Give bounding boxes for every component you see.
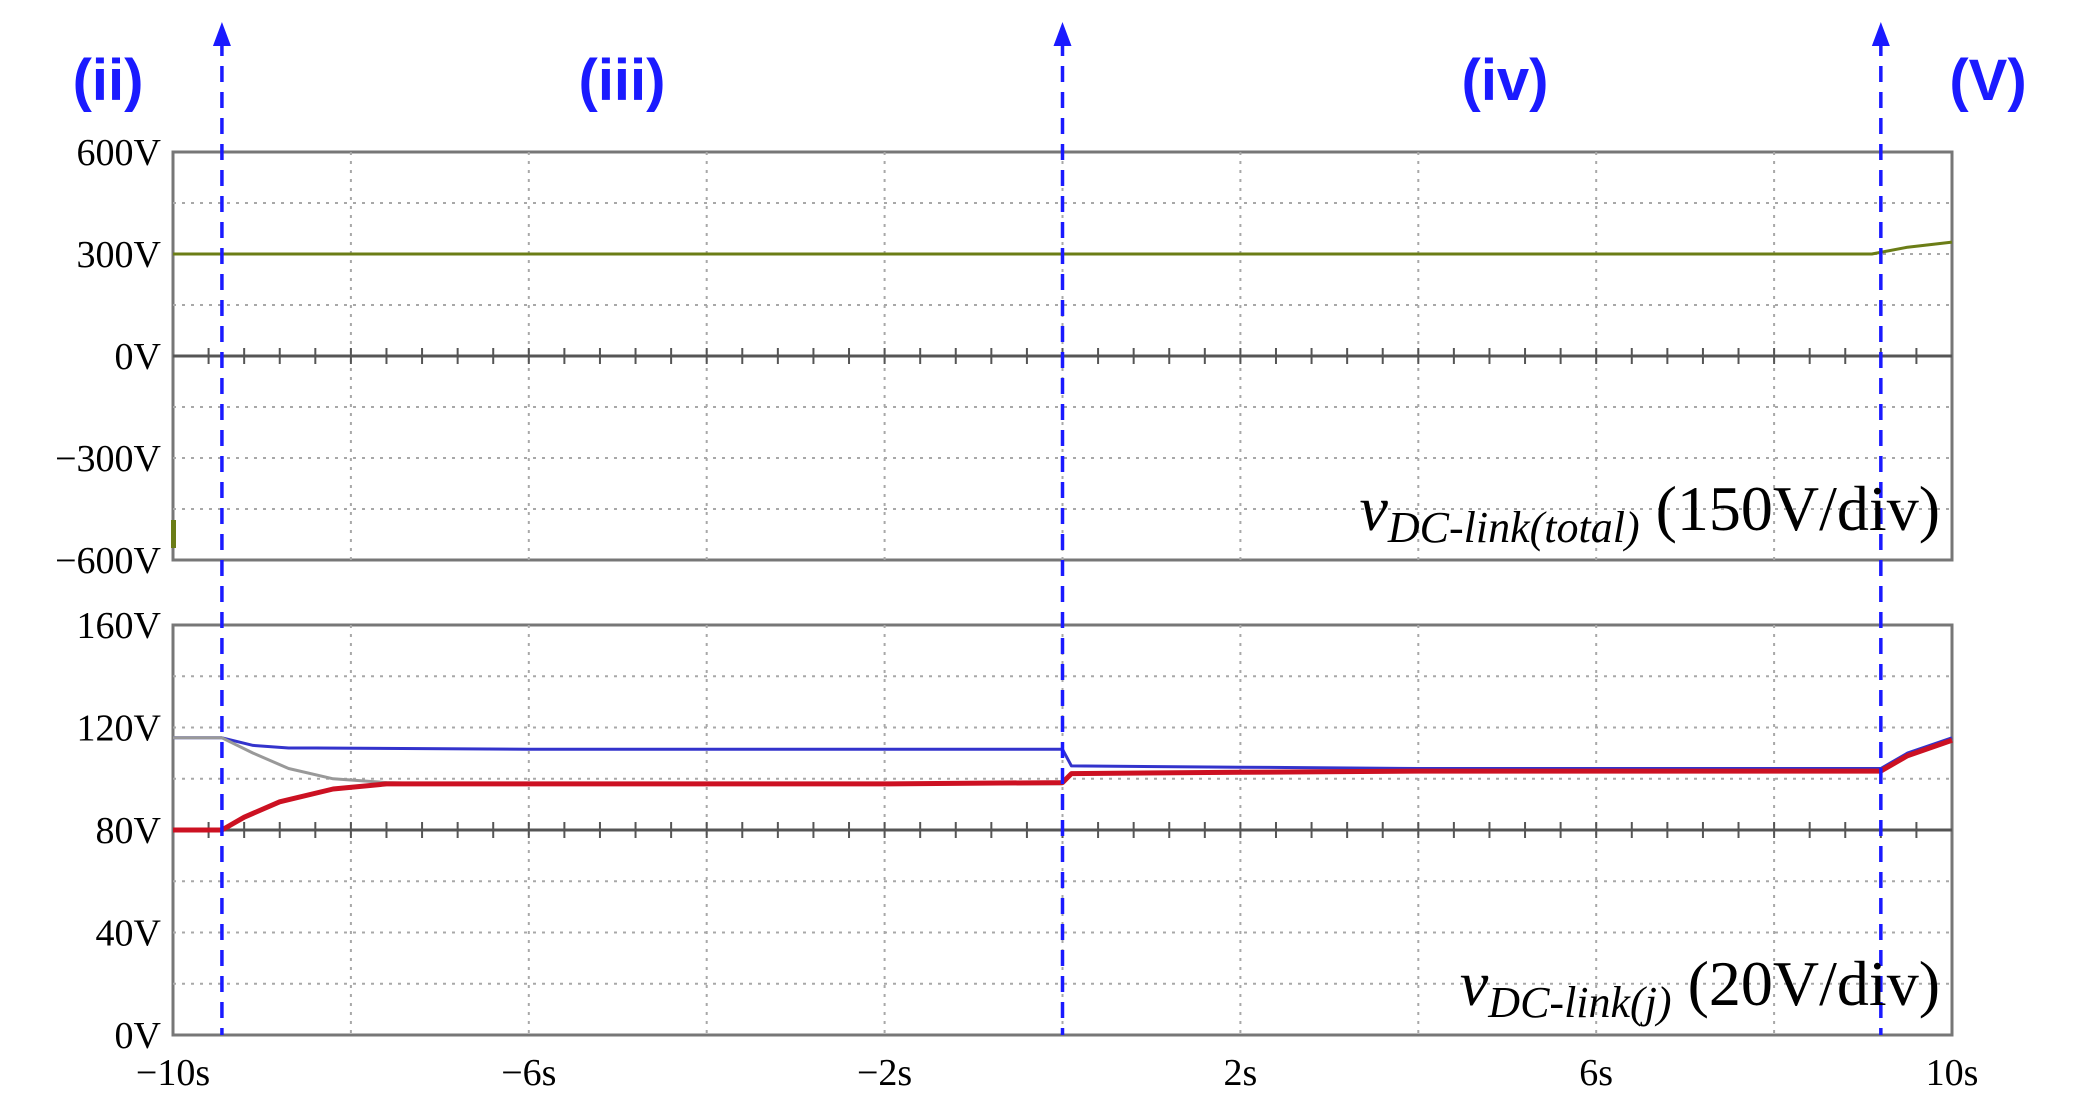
y-tick-label: −300V — [55, 438, 161, 480]
channel-label-subscript: DC-link(total) — [1387, 503, 1640, 552]
x-tick-label: −2s — [857, 1052, 912, 1094]
y-tick-label: −600V — [55, 540, 161, 582]
y-tick-label: 80V — [96, 810, 162, 852]
y-tick-label: 40V — [96, 913, 162, 955]
arrow-up-icon — [1871, 22, 1890, 46]
x-tick-label: 6s — [1579, 1052, 1613, 1094]
x-tick-label: −10s — [136, 1052, 210, 1094]
phase-label: (V) — [1949, 48, 2026, 113]
channel-label-1: vDC-link(j) (20V/div) — [1460, 948, 1940, 1027]
arrow-up-icon — [212, 22, 231, 46]
channel-label-var: v — [1460, 948, 1489, 1019]
y-tick-label: 300V — [77, 234, 162, 276]
phase-label: (iv) — [1462, 48, 1549, 113]
channel-marker — [171, 520, 176, 548]
phase-lines-layer — [212, 22, 1890, 1035]
series-line-1-2 — [173, 737, 1953, 833]
x-tick-label: 10s — [1926, 1052, 1979, 1094]
y-tick-label: 0V — [115, 336, 162, 378]
series-line-0-0 — [173, 240, 1953, 256]
y-tick-label: 600V — [77, 132, 162, 174]
x-tick-label: −6s — [501, 1052, 556, 1094]
channel-label-var: v — [1359, 473, 1388, 544]
channel-label-scale: (150V/div) — [1640, 473, 1940, 544]
phase-label: (iii) — [579, 48, 666, 113]
arrow-up-icon — [1053, 22, 1072, 46]
series-layer — [171, 240, 1953, 833]
channel-label-subscript: DC-link(j) — [1487, 978, 1671, 1027]
channel-label-scale: (20V/div) — [1672, 948, 1940, 1019]
x-tick-label: 2s — [1224, 1052, 1258, 1094]
y-tick-label: 120V — [77, 708, 162, 750]
phase-label: (ii) — [73, 48, 144, 113]
channel-label-0: vDC-link(total) (150V/div) — [1359, 473, 1940, 552]
y-tick-label: 160V — [77, 605, 162, 647]
y-tick-label: 0V — [115, 1015, 162, 1057]
